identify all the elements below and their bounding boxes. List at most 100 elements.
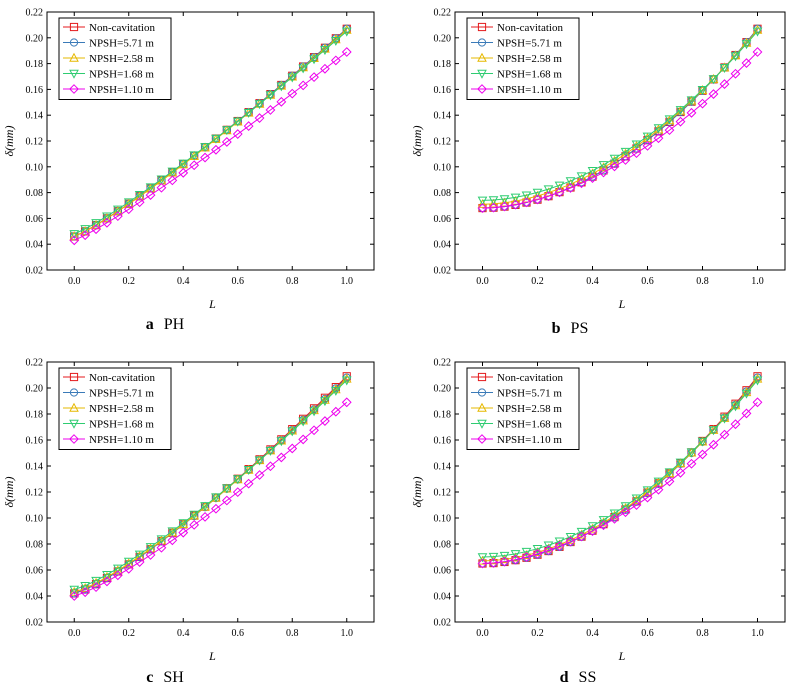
series-3-point xyxy=(341,376,352,386)
series-3-point xyxy=(510,193,521,203)
series-3-point xyxy=(134,190,145,200)
series-2-point xyxy=(587,168,598,178)
series-3-point xyxy=(167,167,178,177)
legend-label-3: NPSH=1.68 m xyxy=(497,419,562,431)
series-4-point xyxy=(112,211,123,222)
series-3-point xyxy=(178,159,189,169)
series-2-point xyxy=(576,173,587,183)
series-3-point xyxy=(719,64,730,74)
series-2-point xyxy=(741,37,752,47)
series-3-point xyxy=(587,522,598,532)
series-3-point xyxy=(243,108,254,118)
x-tick-label: 0.0 xyxy=(68,628,81,639)
series-3-point xyxy=(708,75,719,85)
legend-label-4: NPSH=1.10 m xyxy=(89,434,154,446)
legend-label-4: NPSH=1.10 m xyxy=(89,84,154,96)
series-4-point xyxy=(521,552,532,562)
legend-label-0: Non-cavitation xyxy=(89,22,155,34)
series-3 xyxy=(477,376,763,563)
series-3-point xyxy=(675,106,686,116)
series-4-point xyxy=(576,178,587,189)
legend-swatch-marker-4 xyxy=(69,84,79,94)
series-4-point xyxy=(653,484,664,495)
series-4-point xyxy=(675,116,686,127)
series-4-point xyxy=(741,58,752,68)
series-3-point xyxy=(287,427,298,437)
series-4-point xyxy=(686,458,697,469)
x-tick-label: 0.4 xyxy=(586,276,599,287)
x-tick-label: 1.0 xyxy=(751,628,764,639)
series-4-point xyxy=(254,113,265,123)
chart-panel-b: 0.020.040.060.080.100.120.140.160.180.20… xyxy=(410,8,786,337)
series-4-point xyxy=(631,148,642,159)
legend-swatch-marker-3 xyxy=(69,419,79,429)
series-3-point xyxy=(598,161,609,171)
y-axis-title: δ(mm) xyxy=(2,126,16,157)
y-tick-label: 0.08 xyxy=(26,540,44,551)
series-3-point xyxy=(532,544,543,554)
series-4-point xyxy=(330,55,341,66)
series-4-point xyxy=(587,173,598,183)
series-3-point xyxy=(80,225,90,235)
series-4-point xyxy=(719,79,730,89)
series-3-point xyxy=(752,376,763,386)
legend-label-4: NPSH=1.10 m xyxy=(497,84,562,96)
series-4-point xyxy=(565,183,576,193)
series-4-point xyxy=(664,125,675,136)
x-axis-title: L xyxy=(618,297,626,311)
series-3-point xyxy=(477,196,488,206)
series-3-point xyxy=(254,100,265,110)
series-4-point xyxy=(102,217,112,228)
series-3-point xyxy=(653,124,664,134)
series-4-point xyxy=(752,397,763,408)
x-tick-label: 0.4 xyxy=(586,628,599,639)
series-3-point xyxy=(69,585,80,595)
series-2-point xyxy=(598,162,609,172)
series-4-point xyxy=(642,492,653,503)
series-4-point xyxy=(276,96,287,107)
series-4-point xyxy=(675,467,686,478)
y-tick-label: 0.16 xyxy=(26,436,44,447)
legend-swatch-marker-3 xyxy=(69,69,79,79)
y-tick-label: 0.22 xyxy=(26,358,44,369)
series-2-point xyxy=(741,387,752,397)
series-4-point xyxy=(320,63,330,74)
legend-box xyxy=(58,367,172,450)
y-tick-label: 0.20 xyxy=(26,33,44,44)
series-3-point xyxy=(554,537,565,547)
series-3-point xyxy=(488,552,499,562)
series-4-point xyxy=(554,187,565,198)
series-line-4 xyxy=(482,401,758,564)
x-tick-label: 0.2 xyxy=(123,276,136,287)
x-tick-label: 0.0 xyxy=(476,276,489,287)
legend-label-3: NPSH=1.68 m xyxy=(497,69,562,81)
series-4-point xyxy=(532,548,543,559)
legend-swatch-marker-4 xyxy=(69,434,79,444)
series-4-point xyxy=(156,182,167,193)
series-4-point xyxy=(298,80,309,91)
series-3-point xyxy=(320,397,330,407)
x-tick-label: 0.4 xyxy=(177,628,190,639)
series-2-point xyxy=(620,148,631,158)
series-1-point xyxy=(676,107,685,117)
legend-label-0: Non-cavitation xyxy=(497,22,563,34)
chart-panel-c: 0.020.040.060.080.100.120.140.160.180.20… xyxy=(2,358,375,686)
series-4-point xyxy=(642,140,653,151)
series-3-point xyxy=(499,195,510,205)
series-3-point xyxy=(123,557,134,567)
y-tick-label: 0.20 xyxy=(434,384,452,395)
panel-caption-text: PS xyxy=(571,320,589,337)
series-4-point xyxy=(708,439,719,450)
legend-swatch-marker-4 xyxy=(477,434,487,444)
series-4-point xyxy=(664,476,675,487)
series-2-point xyxy=(265,89,276,99)
y-tick-label: 0.12 xyxy=(26,137,44,148)
x-tick-label: 0.8 xyxy=(286,628,299,639)
panel-caption-letter: b xyxy=(552,320,561,337)
series-3-point xyxy=(156,535,167,545)
chart-panel-d: 0.020.040.060.080.100.120.140.160.180.20… xyxy=(410,358,786,686)
series-3-point xyxy=(189,151,199,161)
series-3-point xyxy=(265,91,276,101)
legend-label-0: Non-cavitation xyxy=(497,372,563,384)
series-4-point xyxy=(276,452,287,463)
